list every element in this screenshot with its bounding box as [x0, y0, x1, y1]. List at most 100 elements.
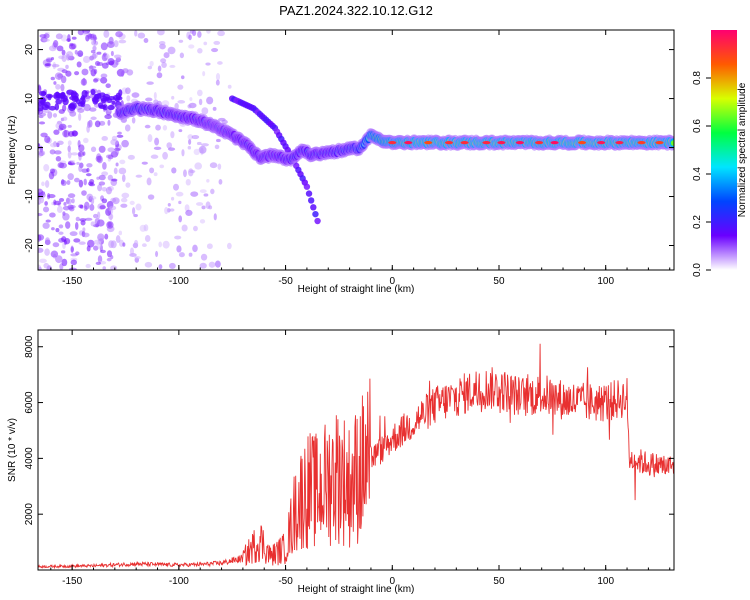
noise-blob	[92, 45, 97, 51]
chart-title: PAZ1.2024.322.10.12.G12	[279, 3, 433, 18]
noise-blob	[108, 206, 113, 212]
noise-blob	[118, 230, 123, 236]
noise-blob	[199, 219, 206, 224]
secondary-branch-point	[305, 190, 313, 197]
noise-blob	[83, 137, 89, 144]
noise-blob	[43, 262, 50, 269]
noise-blob	[58, 198, 65, 202]
noise-blob	[111, 178, 118, 182]
snr-ylabel: SNR (10 * v/v)	[7, 418, 18, 482]
noise-blob	[174, 102, 179, 110]
snr-xlabel: Height of straight line (km)	[298, 584, 415, 595]
ridge-peak	[482, 141, 491, 145]
noise-blob	[61, 104, 67, 112]
noise-blob	[171, 167, 177, 174]
noise-blob	[38, 247, 44, 253]
noise-blob	[60, 92, 66, 99]
noise-blob	[134, 30, 138, 37]
noise-blob	[146, 177, 152, 186]
noise-blob	[60, 83, 65, 92]
noise-blob	[82, 232, 90, 238]
noise-blob	[117, 131, 122, 135]
noise-blob	[85, 173, 92, 177]
noise-blob	[75, 99, 81, 105]
noise-blob	[93, 245, 99, 251]
noise-blob	[49, 212, 56, 218]
noise-blob	[125, 182, 131, 188]
noise-blob	[78, 144, 85, 152]
noise-blob	[169, 64, 176, 68]
noise-blob	[77, 50, 84, 57]
noise-blob	[52, 242, 60, 248]
noise-blob	[201, 107, 209, 115]
noise-blob	[126, 95, 131, 102]
noise-blob	[208, 261, 216, 268]
snr-series-line	[38, 343, 674, 570]
snr-xtick-label: -100	[169, 576, 189, 587]
noise-blob	[66, 89, 75, 95]
noise-blob	[90, 116, 97, 121]
noise-blob	[51, 63, 60, 68]
noise-blob	[168, 262, 176, 269]
noise-blob	[82, 31, 88, 36]
noise-blob	[44, 201, 48, 206]
noise-blob	[60, 250, 66, 254]
colorbar-tick-label: 0.6	[692, 119, 703, 133]
noise-blob	[98, 145, 106, 153]
noise-blob	[192, 244, 198, 253]
noise-blob	[94, 217, 101, 226]
noise-blob	[82, 55, 91, 64]
noise-blob	[61, 54, 67, 62]
noise-blob	[97, 184, 103, 192]
noise-blob	[171, 95, 175, 100]
noise-blob	[101, 136, 108, 141]
noise-blob	[85, 263, 91, 269]
noise-blob	[86, 193, 94, 201]
noise-blob	[105, 54, 110, 59]
noise-blob	[100, 73, 108, 79]
noise-blob	[52, 113, 58, 118]
noise-blob	[90, 34, 95, 39]
noise-blob	[105, 83, 111, 89]
noise-blob	[143, 38, 149, 43]
noise-blob	[178, 129, 183, 133]
noise-blob	[196, 89, 203, 97]
spectrogram-ylabel: Frequency (Hz)	[7, 116, 18, 185]
noise-blob	[38, 196, 44, 204]
ridge-peak	[388, 141, 397, 145]
noise-blob	[53, 81, 57, 85]
noise-blob	[155, 124, 161, 131]
noise-blob	[133, 213, 138, 218]
noise-blob	[134, 255, 141, 260]
ridge-peak	[550, 141, 559, 145]
noise-blob	[56, 205, 63, 214]
noise-blob	[107, 104, 115, 111]
noise-blob	[102, 93, 111, 100]
noise-blob	[81, 68, 89, 76]
noise-blob	[62, 205, 71, 211]
noise-blob	[206, 30, 211, 34]
noise-blob	[154, 137, 160, 146]
noise-blob	[150, 154, 159, 159]
noise-blob	[93, 213, 99, 219]
noise-blob	[61, 49, 66, 56]
noise-blob	[215, 138, 221, 143]
noise-blob	[107, 221, 112, 227]
noise-blob	[76, 161, 80, 165]
noise-blob	[147, 65, 153, 70]
noise-blob	[141, 243, 147, 248]
noise-blob	[206, 178, 210, 183]
noise-blob	[51, 227, 55, 231]
noise-blob	[126, 69, 134, 76]
spectrogram-frame	[37, 29, 675, 271]
noise-blob	[131, 207, 136, 215]
noise-blob	[48, 171, 55, 180]
noise-blob	[67, 150, 72, 159]
noise-blob	[62, 213, 70, 221]
noise-blob	[156, 72, 163, 79]
noise-blob	[54, 72, 63, 80]
noise-blob	[67, 124, 72, 128]
noise-blob	[198, 98, 203, 106]
noise-blob	[77, 108, 85, 113]
noise-blob	[76, 61, 82, 68]
